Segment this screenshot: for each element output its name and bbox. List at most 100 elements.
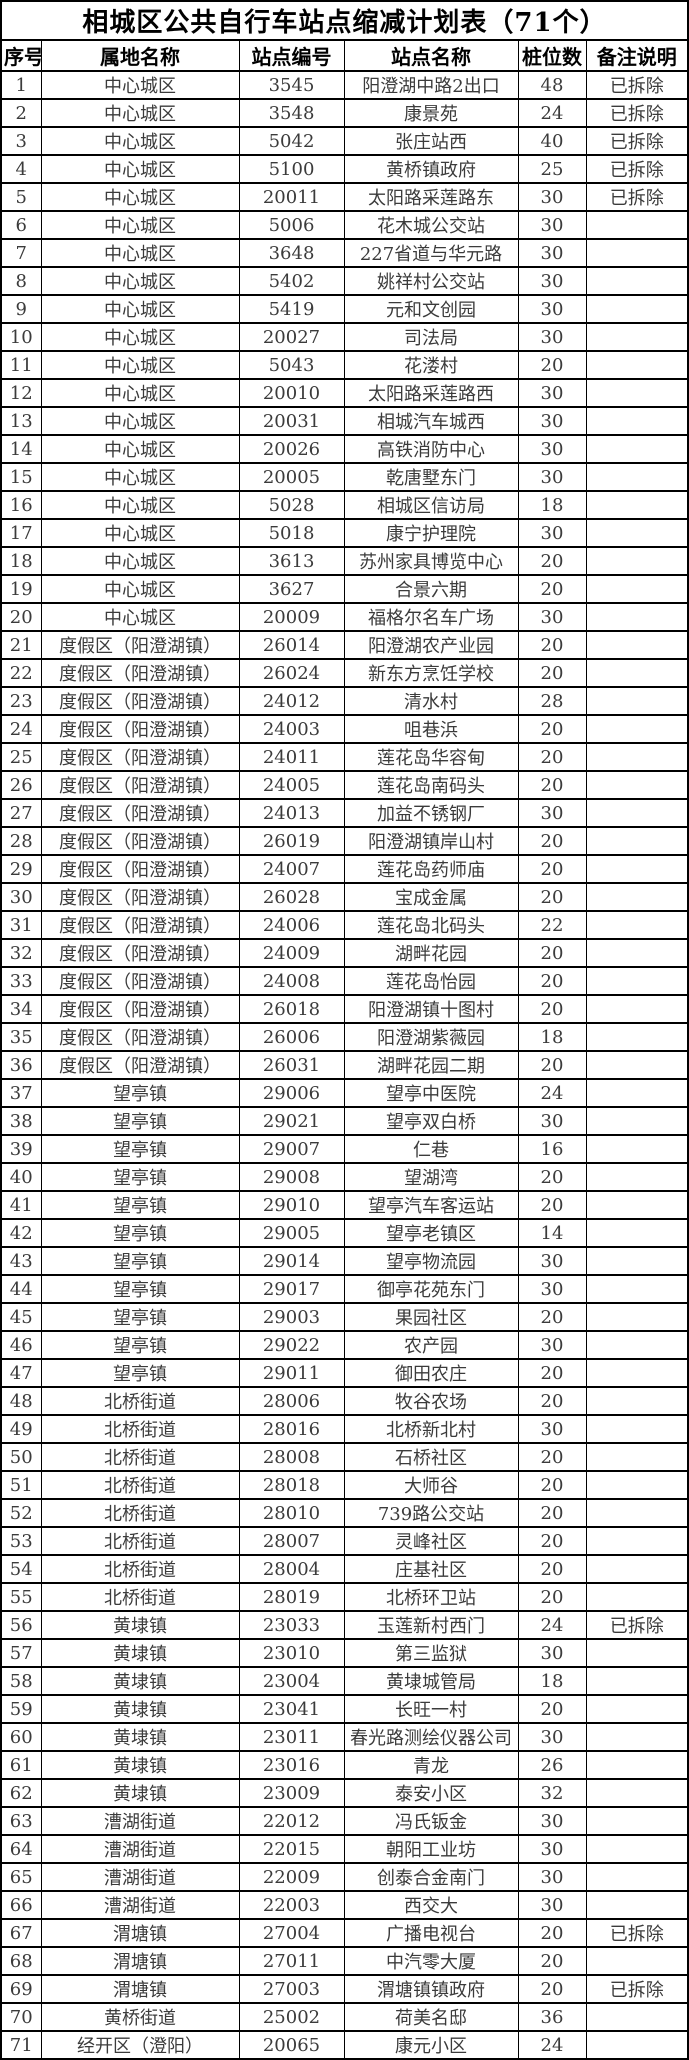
cell-seq: 57 <box>0 1638 42 1668</box>
cell-seq: 12 <box>0 378 42 408</box>
cell-remark <box>585 1582 689 1612</box>
table-row: 61 黄埭镇 23016 青龙 26 <box>0 1750 689 1780</box>
cell-pile-count: 20 <box>517 742 587 772</box>
cell-seq: 18 <box>0 546 42 576</box>
cell-district: 望亭镇 <box>40 1218 240 1248</box>
cell-district: 黄埭镇 <box>40 1750 240 1780</box>
cell-pile-count: 20 <box>517 882 587 912</box>
cell-remark <box>585 1722 689 1752</box>
cell-district: 中心城区 <box>40 462 240 492</box>
cell-remark <box>585 1442 689 1472</box>
cell-station-id: 29014 <box>238 1246 345 1276</box>
cell-remark: 已拆除 <box>585 126 689 156</box>
table-row: 58 黄埭镇 23004 黄埭城管局 18 <box>0 1666 689 1696</box>
cell-station-name: 御亭花苑东门 <box>343 1274 519 1304</box>
cell-pile-count: 20 <box>517 1526 587 1556</box>
table-row: 24 度假区（阳澄湖镇） 24003 咀巷浜 20 <box>0 714 689 744</box>
cell-station-id: 23041 <box>238 1694 345 1724</box>
cell-station-id: 20009 <box>238 602 345 632</box>
cell-remark <box>585 1638 689 1668</box>
cell-seq: 10 <box>0 322 42 352</box>
cell-district: 北桥街道 <box>40 1470 240 1500</box>
cell-pile-count: 24 <box>517 98 587 128</box>
cell-seq: 55 <box>0 1582 42 1612</box>
cell-station-id: 5043 <box>238 350 345 380</box>
cell-pile-count: 20 <box>517 1498 587 1528</box>
cell-pile-count: 30 <box>517 1638 587 1668</box>
cell-remark <box>585 1498 689 1528</box>
cell-seq: 39 <box>0 1134 42 1164</box>
cell-remark <box>585 1134 689 1164</box>
cell-station-name: 春光路测绘仪器公司 <box>343 1722 519 1752</box>
cell-district: 北桥街道 <box>40 1386 240 1416</box>
cell-remark <box>585 714 689 744</box>
table-row: 35 度假区（阳澄湖镇） 26006 阳澄湖紫薇园 18 <box>0 1022 689 1052</box>
cell-remark <box>585 1078 689 1108</box>
table-row: 48 北桥街道 28006 牧谷农场 20 <box>0 1386 689 1416</box>
title-row: 相城区公共自行车站点缩减计划表（71个） <box>0 0 689 41</box>
table-row: 57 黄埭镇 23010 第三监狱 30 <box>0 1638 689 1668</box>
cell-station-name: 渭塘镇镇政府 <box>343 1974 519 2004</box>
cell-pile-count: 30 <box>517 1806 587 1836</box>
cell-pile-count: 30 <box>517 1246 587 1276</box>
cell-station-name: 康元小区 <box>343 2030 519 2060</box>
cell-station-name: 阳澄湖镇岸山村 <box>343 826 519 856</box>
cell-station-name: 望亭汽车客运站 <box>343 1190 519 1220</box>
table-row: 25 度假区（阳澄湖镇） 24011 莲花岛华容甸 20 <box>0 742 689 772</box>
cell-station-id: 5018 <box>238 518 345 548</box>
cell-station-id: 23033 <box>238 1610 345 1640</box>
cell-remark <box>585 686 689 716</box>
cell-district: 望亭镇 <box>40 1274 240 1304</box>
cell-station-id: 24005 <box>238 770 345 800</box>
cell-pile-count: 30 <box>517 1890 587 1920</box>
cell-station-name: 739路公交站 <box>343 1498 519 1528</box>
cell-remark <box>585 1778 689 1808</box>
cell-station-id: 28018 <box>238 1470 345 1500</box>
cell-station-name: 湖畔花园二期 <box>343 1050 519 1080</box>
table-row: 45 望亭镇 29003 果园社区 20 <box>0 1302 689 1332</box>
cell-seq: 34 <box>0 994 42 1024</box>
cell-seq: 58 <box>0 1666 42 1696</box>
column-header-pile-count: 桩位数 <box>517 39 587 72</box>
cell-station-name: 湖畔花园 <box>343 938 519 968</box>
cell-remark <box>585 238 689 268</box>
cell-pile-count: 20 <box>517 630 587 660</box>
cell-seq: 48 <box>0 1386 42 1416</box>
cell-pile-count: 30 <box>517 266 587 296</box>
cell-seq: 40 <box>0 1162 42 1192</box>
cell-district: 中心城区 <box>40 126 240 156</box>
cell-seq: 63 <box>0 1806 42 1836</box>
cell-pile-count: 20 <box>517 994 587 1024</box>
table-row: 21 度假区（阳澄湖镇） 26014 阳澄湖农产业园 20 <box>0 630 689 660</box>
cell-district: 中心城区 <box>40 518 240 548</box>
cell-station-id: 3548 <box>238 98 345 128</box>
cell-seq: 50 <box>0 1442 42 1472</box>
cell-remark <box>585 1526 689 1556</box>
cell-remark <box>585 266 689 296</box>
cell-pile-count: 20 <box>517 1554 587 1584</box>
cell-station-name: 相城区信访局 <box>343 490 519 520</box>
cell-district: 中心城区 <box>40 294 240 324</box>
cell-seq: 56 <box>0 1610 42 1640</box>
cell-seq: 69 <box>0 1974 42 2004</box>
cell-seq: 7 <box>0 238 42 268</box>
cell-seq: 5 <box>0 182 42 212</box>
cell-district: 度假区（阳澄湖镇） <box>40 938 240 968</box>
cell-district: 度假区（阳澄湖镇） <box>40 826 240 856</box>
cell-station-id: 5419 <box>238 294 345 324</box>
cell-district: 北桥街道 <box>40 1554 240 1584</box>
cell-district: 中心城区 <box>40 210 240 240</box>
cell-station-id: 24011 <box>238 742 345 772</box>
table-row: 23 度假区（阳澄湖镇） 24012 清水村 28 <box>0 686 689 716</box>
table-row: 71 经开区（澄阳） 20065 康元小区 24 <box>0 2030 689 2060</box>
table-row: 51 北桥街道 28018 大师谷 20 <box>0 1470 689 1500</box>
cell-remark <box>585 1554 689 1584</box>
table-row: 28 度假区（阳澄湖镇） 26019 阳澄湖镇岸山村 20 <box>0 826 689 856</box>
cell-station-name: 阳澄湖镇十图村 <box>343 994 519 1024</box>
cell-station-id: 29010 <box>238 1190 345 1220</box>
cell-station-id: 27004 <box>238 1918 345 1948</box>
cell-district: 北桥街道 <box>40 1582 240 1612</box>
table-row: 3 中心城区 5042 张庄站西 40 已拆除 <box>0 126 689 156</box>
cell-station-name: 望亭物流园 <box>343 1246 519 1276</box>
table-row: 52 北桥街道 28010 739路公交站 20 <box>0 1498 689 1528</box>
